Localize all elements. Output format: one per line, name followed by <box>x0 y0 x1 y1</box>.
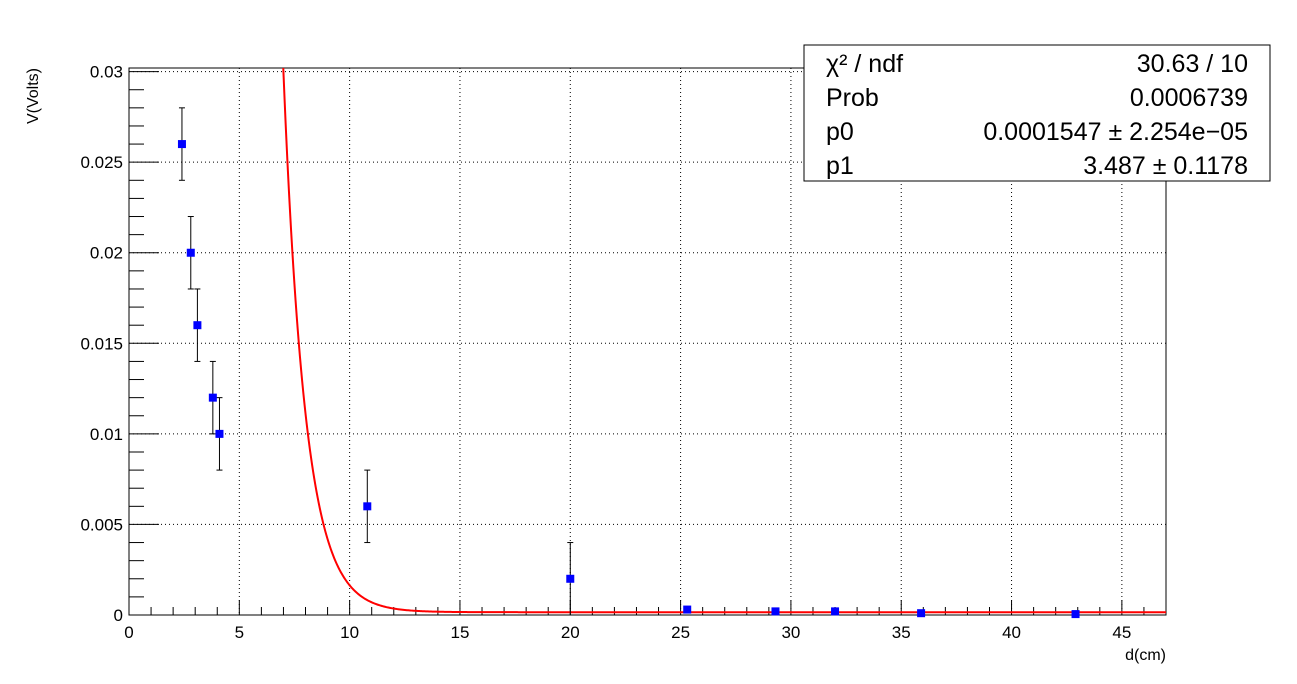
data-point <box>917 609 926 618</box>
data-point <box>193 321 202 330</box>
y-tick-labels: 0 0.005 0.01 0.015 0.02 0.025 0.03 <box>80 63 123 625</box>
data-point <box>363 502 372 511</box>
y-tick-label: 0.02 <box>90 244 123 263</box>
stats-row-label: p1 <box>826 152 854 180</box>
y-axis-label: V(Volts) <box>25 68 42 124</box>
x-tick-label: 45 <box>1112 623 1131 642</box>
y-tick-label: 0.025 <box>80 153 123 172</box>
fit-curve-group <box>282 68 1166 614</box>
stats-row-value: 30.63 / 10 <box>1137 50 1248 78</box>
data-point <box>566 574 575 583</box>
x-tick-label: 25 <box>671 623 690 642</box>
plot-frame <box>128 67 1167 616</box>
stats-row-label: Prob <box>826 84 879 112</box>
x-tick-label: 15 <box>450 623 469 642</box>
stats-row-value: 0.0006739 <box>1130 84 1248 112</box>
stats-box-frame <box>803 44 1271 182</box>
x-tick-label: 30 <box>781 623 800 642</box>
stats-row-value: 0.0001547 ± 2.254e−05 <box>983 118 1248 146</box>
stats-row-label: p0 <box>826 118 854 146</box>
data-point <box>831 607 840 616</box>
data-point <box>177 140 186 149</box>
x-tick-label: 5 <box>235 623 244 642</box>
stats-row-label: χ² / ndf <box>826 50 903 78</box>
fit-curve <box>282 68 1166 614</box>
stats-row-value: 3.487 ± 0.1178 <box>1083 152 1248 180</box>
x-tick-label: 0 <box>124 623 133 642</box>
x-tick-label: 20 <box>561 623 580 642</box>
data-points <box>177 140 1080 619</box>
data-point <box>683 605 692 614</box>
y-tick-label: 0.005 <box>80 515 123 534</box>
data-point <box>208 393 217 402</box>
data-point <box>1071 610 1080 619</box>
y-tick-label: 0.03 <box>90 63 123 82</box>
error-bars <box>178 107 574 616</box>
y-tick-label: 0.01 <box>90 425 123 444</box>
y-tick-label: 0 <box>114 606 123 625</box>
data-point <box>186 248 195 257</box>
y-tick-label: 0.015 <box>80 334 123 353</box>
x-tick-label: 35 <box>892 623 911 642</box>
data-point <box>771 607 780 616</box>
data-point <box>215 429 224 438</box>
x-tick-label: 10 <box>340 623 359 642</box>
fit-stats-box: χ² / ndf 30.63 / 10 Prob 0.0006739 p0 0.00015… <box>803 44 1271 182</box>
x-axis-label: d(cm) <box>1125 647 1166 664</box>
x-tick-label: 40 <box>1002 623 1021 642</box>
x-tick-labels: 0 5 10 15 20 25 30 35 40 45 <box>124 623 1131 642</box>
